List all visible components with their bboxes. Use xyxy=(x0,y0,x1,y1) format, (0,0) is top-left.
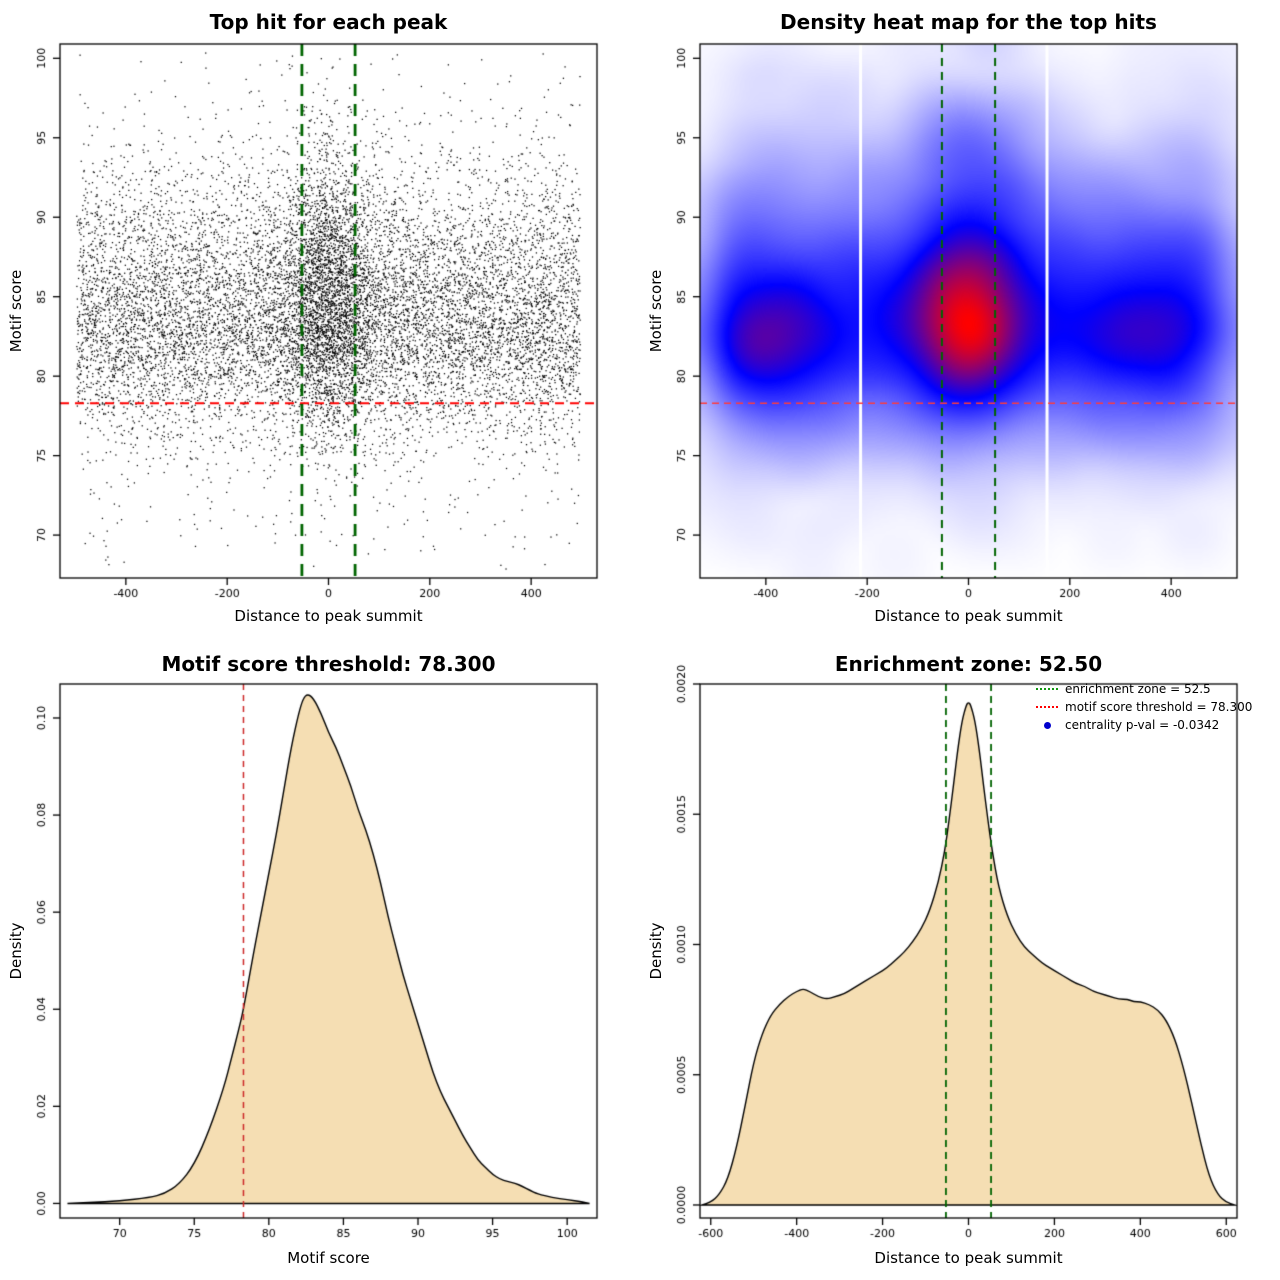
legend-row: centrality p-val = -0.0342 xyxy=(1036,716,1252,734)
panel2-title: Density heat map for the top hits xyxy=(780,10,1157,34)
panel2-ylabel: Motif score xyxy=(647,269,665,353)
legend-row: motif score threshold = 78.300 xyxy=(1036,698,1252,716)
panel3-xlabel: Motif score xyxy=(287,1249,370,1267)
plot-legend: enrichment zone = 52.5 motif score thres… xyxy=(1036,680,1252,734)
panel2-xlabel: Distance to peak summit xyxy=(874,607,1063,625)
legend-label: centrality p-val = -0.0342 xyxy=(1065,718,1220,732)
panel3-title: Motif score threshold: 78.300 xyxy=(161,652,496,676)
panel3-ylabel: Density xyxy=(7,922,25,980)
legend-row: enrichment zone = 52.5 xyxy=(1036,680,1252,698)
motif-threshold-line-icon xyxy=(1036,706,1058,708)
panel1-xlabel: Distance to peak summit xyxy=(234,607,423,625)
panel4-xlabel: Distance to peak summit xyxy=(874,1249,1063,1267)
enrichment-zone-line-icon xyxy=(1036,688,1058,690)
panel1-title: Top hit for each peak xyxy=(209,10,448,34)
panel4-title: Enrichment zone: 52.50 xyxy=(834,652,1103,676)
centrality-point-icon xyxy=(1044,721,1051,729)
panel1-ylabel: Motif score xyxy=(7,269,25,353)
legend-label: enrichment zone = 52.5 xyxy=(1065,682,1211,696)
panel4-ylabel: Density xyxy=(647,922,665,980)
legend-label: motif score threshold = 78.300 xyxy=(1065,700,1253,714)
